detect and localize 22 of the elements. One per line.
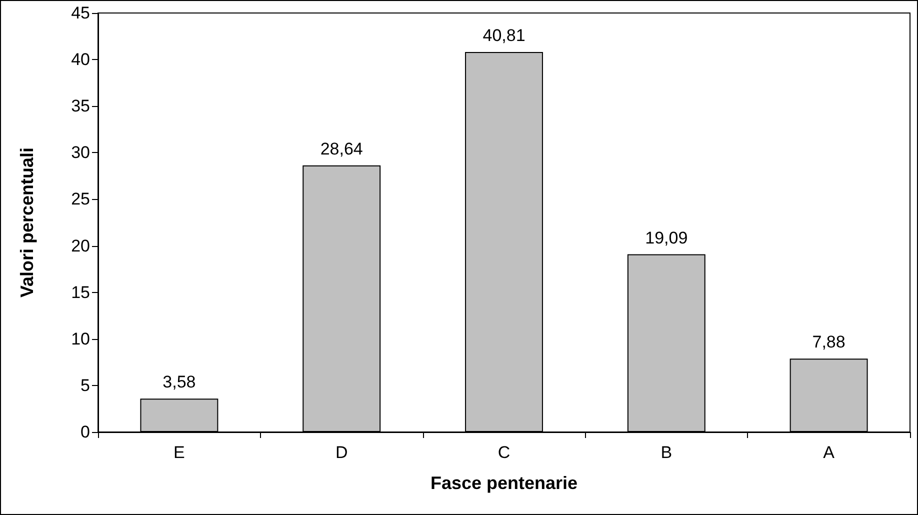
y-tick-label: 40 — [71, 50, 90, 70]
x-tick-label: C — [498, 443, 510, 462]
y-tick-label: 15 — [71, 282, 90, 302]
data-label: 40,81 — [482, 26, 526, 46]
x-axis-title: Fasce pentenarie — [430, 473, 578, 493]
y-tick-label: 20 — [71, 236, 90, 256]
y-tick-label: 0 — [80, 422, 90, 442]
x-tick-label: B — [660, 443, 672, 462]
data-label: 19,09 — [645, 228, 688, 248]
x-tick-label: E — [174, 443, 185, 462]
y-tick-label: 30 — [71, 143, 90, 162]
y-tick-label: 10 — [71, 329, 90, 348]
y-tick-label: 35 — [71, 96, 90, 116]
data-label: 28,64 — [320, 139, 363, 158]
data-label: 3,58 — [162, 372, 196, 392]
y-tick-label: 45 — [71, 4, 90, 22]
y-tick-label: 25 — [71, 190, 90, 209]
x-tick-label: D — [335, 443, 348, 462]
y-tick-label: 5 — [80, 376, 90, 395]
data-label: 7,88 — [812, 332, 846, 352]
x-tick-label: A — [823, 443, 836, 462]
y-axis-title: Valori percentuali — [17, 147, 37, 298]
